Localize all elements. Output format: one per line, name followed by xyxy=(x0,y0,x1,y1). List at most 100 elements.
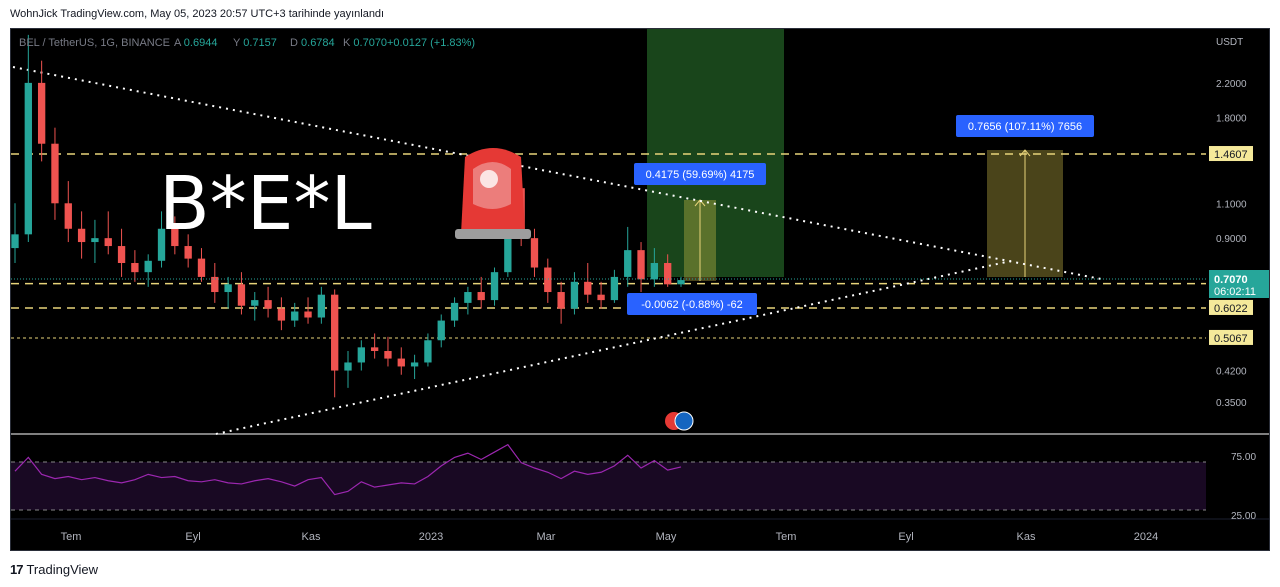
candle-body xyxy=(464,292,472,303)
legend-change: +0.0127 (+1.83%) xyxy=(387,37,475,49)
candle-body xyxy=(357,347,365,363)
events-icon[interactable] xyxy=(665,411,694,431)
candle-body xyxy=(224,284,232,293)
last-price-tag: 0.7070 06:02:11 xyxy=(1209,270,1269,298)
candle-body xyxy=(637,250,645,280)
candle-body xyxy=(477,292,485,301)
measure-label-3[interactable]: -0.0062 (-0.88%) -62 xyxy=(627,293,757,315)
svg-text:0.4175 (59.69%) 4175: 0.4175 (59.69%) 4175 xyxy=(646,169,755,181)
measure-1-arrowhead xyxy=(694,199,706,207)
rsi-lower-label: 25.00 xyxy=(1231,511,1256,522)
x-tick-label: 2023 xyxy=(419,531,443,543)
candle-body xyxy=(91,238,99,243)
rsi-series xyxy=(14,443,682,496)
candle-body xyxy=(184,246,192,259)
candle-body xyxy=(37,82,46,144)
candle-body xyxy=(570,281,579,309)
y-tick-label: 1.1000 xyxy=(1216,199,1247,210)
svg-text:0.7070: 0.7070 xyxy=(1214,274,1248,286)
candle-body xyxy=(291,311,299,321)
ascending-trendline[interactable] xyxy=(215,260,1012,435)
level-tag xyxy=(1209,299,1253,315)
candle-body xyxy=(24,82,32,235)
candle-body xyxy=(11,234,19,249)
measure-label-2[interactable]: 0.7656 (107.11%) 7656 xyxy=(956,115,1094,137)
currency-label: USDT xyxy=(1216,37,1243,48)
x-tick-label: Tem xyxy=(776,531,797,543)
svg-text:0.7656 (107.11%) 7656: 0.7656 (107.11%) 7656 xyxy=(968,121,1082,133)
svg-text:K 0.7070: K 0.7070 xyxy=(343,37,387,49)
x-tick-label: Eyl xyxy=(185,531,200,543)
long-target-zone xyxy=(647,29,784,277)
time-axis[interactable]: Tem Eyl Kas 2023 Mar May Tem Eyl Kas 2024 xyxy=(61,531,1159,543)
chart-legend: BEL / TetherUS, 1G, BINANCE A 0.6944 Y 0… xyxy=(19,37,475,49)
candle-body xyxy=(450,302,459,321)
candle-body xyxy=(331,294,339,371)
candle-body xyxy=(317,294,326,318)
siren-icon xyxy=(455,148,531,239)
candle-body xyxy=(530,238,539,268)
candle-body xyxy=(211,276,219,293)
footer-brand: TradingView xyxy=(26,562,99,577)
candle-body xyxy=(304,311,312,318)
y-tick-label: 2.2000 xyxy=(1216,79,1247,90)
candle-body xyxy=(384,351,392,359)
level-tag-label: 0.5067 xyxy=(1214,333,1248,345)
x-tick-label: Kas xyxy=(1017,531,1036,543)
level-tag-label: 0.6022 xyxy=(1214,303,1248,315)
legend-close: 0.7070 xyxy=(353,37,387,49)
y-tick-label: 0.9000 xyxy=(1216,234,1247,245)
legend-low: 0.6784 xyxy=(301,37,335,49)
candle-body xyxy=(557,292,565,309)
candle-body xyxy=(490,272,499,301)
candle-body xyxy=(51,143,59,204)
y-tick-label: 0.3500 xyxy=(1216,398,1247,409)
candle-body xyxy=(424,340,432,363)
x-tick-label: Tem xyxy=(61,531,82,543)
svg-text:06:02:11: 06:02:11 xyxy=(1214,286,1256,298)
rsi-upper-label: 75.00 xyxy=(1231,452,1256,463)
x-tick-label: Kas xyxy=(302,531,321,543)
chart-title: B*E*L xyxy=(159,161,372,247)
y-tick-label: 1.8000 xyxy=(1216,114,1247,125)
x-tick-label: Mar xyxy=(537,531,556,543)
candle-body xyxy=(77,228,86,243)
candle-body xyxy=(624,250,632,277)
rsi-band xyxy=(11,462,1206,510)
candle-body xyxy=(344,362,352,371)
footer-bar: 17 TradingView xyxy=(0,551,1280,587)
candle-body xyxy=(117,246,126,264)
legend-open: 0.6944 xyxy=(184,37,218,49)
candle-body xyxy=(610,276,619,301)
candle-body xyxy=(264,300,272,309)
candle-body xyxy=(664,263,672,285)
y-axis[interactable]: 2.2000 1.8000 1.1000 0.9000 0.4200 0.3500 xyxy=(1216,79,1247,409)
y-tick-label: 0.4200 xyxy=(1216,367,1247,378)
level-tag-label: 1.4607 xyxy=(1214,149,1248,161)
legend-high: 0.7157 xyxy=(243,37,277,49)
candle-body xyxy=(437,320,445,341)
candle-body xyxy=(677,280,685,285)
tradingview-logo[interactable]: 17 TradingView xyxy=(10,562,98,577)
candle-body xyxy=(197,258,206,277)
level-tag xyxy=(1209,146,1253,162)
candle-body xyxy=(251,300,259,306)
descending-trendline[interactable] xyxy=(12,66,1102,280)
svg-text:Y 0.7157: Y 0.7157 xyxy=(233,37,277,49)
candle-body xyxy=(237,284,246,306)
svg-text:D 0.6784: D 0.6784 xyxy=(290,37,335,49)
x-tick-label: May xyxy=(656,531,677,543)
measure-label-1[interactable]: 0.4175 (59.69%) 4175 xyxy=(634,163,766,185)
svg-text:A 0.6944: A 0.6944 xyxy=(174,37,217,49)
candle-body xyxy=(544,267,552,293)
candles xyxy=(11,34,685,398)
publish-bar: WohnJick TradingView.com, May 05, 2023 2… xyxy=(0,0,1280,28)
candle-body xyxy=(410,362,419,367)
candle-body xyxy=(144,260,152,273)
x-tick-label: 2024 xyxy=(1134,531,1158,543)
candle-body xyxy=(157,228,166,261)
candle-body xyxy=(597,294,605,301)
candle-body xyxy=(650,263,659,280)
